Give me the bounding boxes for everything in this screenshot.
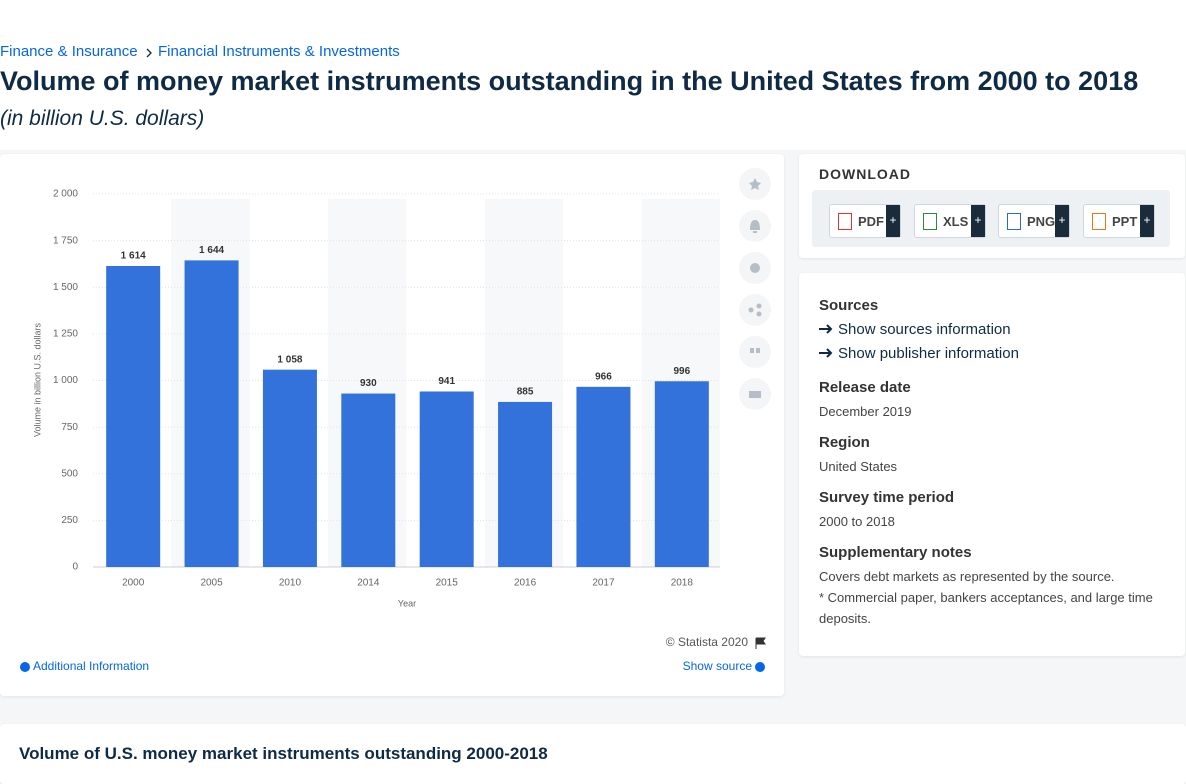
value-label: 1 614 (121, 251, 146, 262)
download-title: DOWNLOAD (819, 166, 911, 182)
detail-text: Covers debt markets as represented by th… (819, 566, 1164, 629)
x-tick-label: 2005 (200, 578, 223, 589)
bar (498, 401, 553, 567)
related-card: Volume of U.S. money market instruments … (0, 724, 1186, 784)
detail-text: United States (819, 456, 1164, 477)
breadcrumb-link[interactable]: Financial Instruments & Investments (158, 43, 400, 60)
x-tick-label: 2014 (357, 578, 380, 589)
info-icon (20, 662, 30, 672)
y-tick-label: 1 500 (53, 282, 78, 293)
button-label: PDF (858, 214, 884, 229)
bar (341, 393, 396, 567)
detail-line: December 2019 (819, 404, 912, 419)
bar (262, 369, 317, 567)
chart-card: Volume in billion U.S. dollars Year © St… (0, 154, 784, 696)
publisher-link[interactable]: Show publisher information (838, 345, 1019, 362)
value-label: 885 (517, 387, 534, 398)
button-label: PPT (1112, 214, 1138, 229)
x-tick-label: 2018 (671, 578, 694, 589)
detail-title: Survey time period (819, 489, 955, 506)
detail-line: 2000 to 2018 (819, 514, 895, 529)
copyright: © Statista 2020 (666, 635, 749, 649)
arrow-icon (819, 348, 833, 358)
button-plus: + (886, 205, 900, 237)
value-label: 966 (595, 371, 612, 382)
download-button[interactable]: XLS + (914, 204, 986, 238)
detail-title: Region (819, 434, 870, 451)
x-tick-label: 2010 (279, 578, 302, 589)
y-tick-label: 2 000 (53, 189, 78, 200)
page-title: Volume of money market instruments outst… (0, 66, 1139, 96)
file-icon (923, 213, 937, 230)
value-label: 1 644 (199, 245, 224, 256)
detail-line: * Commercial paper, bankers acceptances,… (819, 590, 1153, 626)
x-tick-label: 2015 (436, 578, 459, 589)
y-tick-label: 1 250 (53, 329, 78, 340)
value-label: 1 058 (277, 354, 302, 365)
breadcrumb-link[interactable]: Finance & Insurance (0, 43, 138, 60)
subtitle: (in billion U.S. dollars) (0, 107, 205, 130)
file-icon (1092, 213, 1106, 230)
bar (576, 386, 631, 567)
chevron (146, 48, 152, 58)
button-plus: + (1055, 205, 1069, 237)
value-label: 930 (360, 378, 377, 389)
info-icon (755, 662, 765, 672)
button-plus: + (1140, 205, 1154, 237)
detail-title: Release date (819, 379, 911, 396)
y-axis-label: Volume in billion U.S. dollars (32, 322, 42, 437)
button-plus: + (971, 205, 985, 237)
bar (184, 260, 239, 567)
bar (654, 381, 709, 567)
download-button[interactable]: PDF + (829, 204, 901, 238)
value-label: 996 (673, 366, 690, 377)
button-label: PNG (1027, 214, 1056, 229)
chart: Volume in billion U.S. dollars Year © St… (20, 168, 771, 673)
sources-link[interactable]: Show sources information (838, 321, 1011, 338)
y-tick-label: 250 (61, 515, 78, 526)
tool-icons (739, 168, 771, 410)
additional-information[interactable]: Additional Information (33, 659, 149, 673)
sources-title: Sources (819, 297, 879, 314)
value-label: 941 (438, 376, 455, 387)
y-tick-label: 750 (61, 422, 78, 433)
detail-line: United States (819, 459, 898, 474)
related-title: Volume of U.S. money market instruments … (19, 744, 548, 763)
y-tick-label: 500 (61, 468, 78, 479)
arrow-icon (819, 324, 833, 334)
detail-text: December 2019 (819, 401, 1164, 422)
detail-text: 2000 to 2018 (819, 511, 1164, 532)
download-button[interactable]: PPT + (1083, 204, 1155, 238)
y-tick-label: 0 (72, 562, 78, 573)
x-tick-label: 2016 (514, 578, 537, 589)
bar (419, 391, 474, 567)
show-source[interactable]: Show source (683, 659, 753, 673)
detail-line: Covers debt markets as represented by th… (819, 569, 1115, 584)
x-tick-label: 2000 (122, 578, 145, 589)
header: Finance & Insurance Financial Instrument… (0, 0, 1186, 150)
detail-title: Supplementary notes (819, 544, 972, 561)
y-tick-label: 1 000 (53, 375, 78, 386)
flag-icon (755, 637, 766, 649)
details-card: Sources Show sources information Show pu… (799, 273, 1185, 656)
x-axis-label: Year (398, 598, 416, 608)
x-tick-label: 2017 (592, 578, 615, 589)
download-button[interactable]: PNG + (998, 204, 1070, 238)
button-label: XLS (943, 214, 969, 229)
y-tick-label: 1 750 (53, 235, 78, 246)
bar (106, 265, 161, 567)
file-icon (838, 213, 852, 230)
file-icon (1007, 213, 1021, 230)
